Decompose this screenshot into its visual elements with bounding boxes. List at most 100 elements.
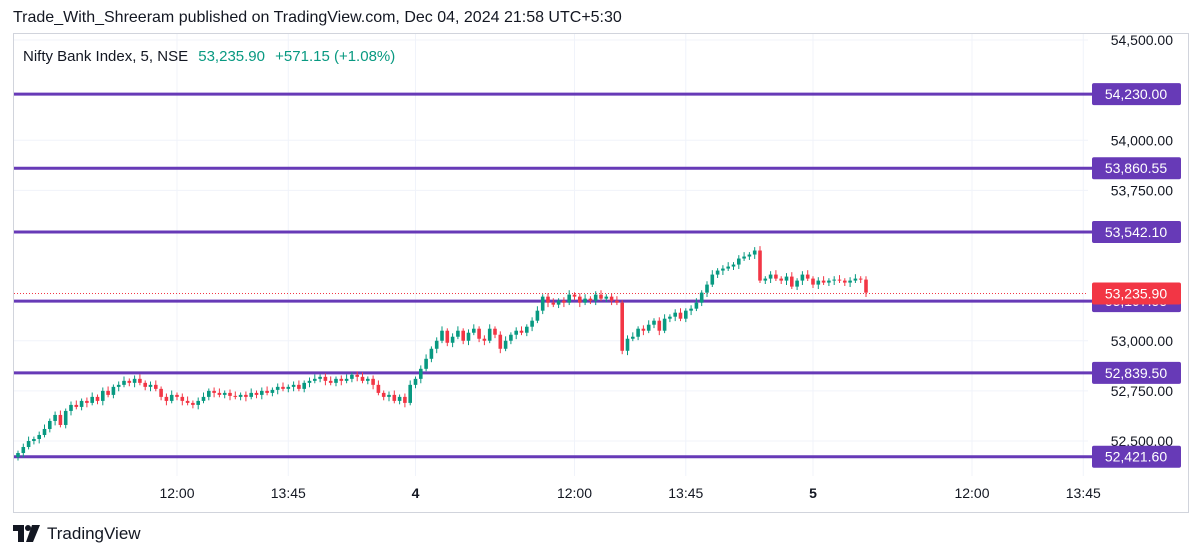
- candle-body: [58, 414, 63, 425]
- candle-body: [731, 264, 736, 267]
- candle-body: [313, 378, 317, 381]
- candle-body: [774, 274, 778, 279]
- candle-body: [556, 300, 561, 305]
- candle-body: [726, 266, 730, 269]
- candle-body: [546, 296, 550, 303]
- candle-body: [684, 310, 688, 319]
- x-tick-label: 12:00: [557, 485, 592, 501]
- x-tick-label: 12:00: [159, 485, 194, 501]
- candle-body: [207, 390, 211, 397]
- candle-body: [42, 428, 47, 435]
- candle-body: [461, 330, 465, 341]
- candle-body: [440, 330, 444, 341]
- candle-body: [853, 278, 858, 281]
- candle-body: [662, 318, 667, 331]
- candle-body: [381, 392, 386, 397]
- candle-body: [540, 296, 545, 311]
- candle-body: [487, 328, 492, 341]
- candle-body: [175, 394, 179, 397]
- candle-body: [413, 378, 418, 385]
- level-label-text: 52,839.50: [1105, 365, 1167, 381]
- candle-body: [519, 330, 524, 333]
- candle-body: [196, 400, 200, 405]
- candle-body: [334, 378, 338, 383]
- candle-body: [588, 298, 593, 301]
- candle-body: [323, 376, 328, 381]
- candle-body: [164, 396, 169, 401]
- candle-body: [572, 294, 577, 297]
- candle-body: [403, 396, 407, 403]
- tradingview-logo[interactable]: TradingView: [13, 524, 141, 544]
- candle-body: [625, 338, 630, 351]
- candles: [16, 246, 868, 461]
- candle-body: [85, 400, 89, 403]
- candle-body: [742, 256, 746, 259]
- candle-body: [710, 274, 715, 285]
- candle-body: [270, 389, 275, 393]
- published-header: Trade_With_Shreeram published on Trading…: [13, 9, 622, 26]
- last-price-label-box: [1092, 282, 1181, 305]
- candle-body: [265, 390, 269, 393]
- candle-body: [503, 340, 508, 349]
- candle-body: [254, 392, 259, 395]
- candle-body: [530, 320, 534, 327]
- level-label-box: [1092, 83, 1181, 106]
- candle-body: [101, 390, 105, 401]
- candle-body: [74, 404, 79, 407]
- candle-body: [228, 392, 232, 396]
- level-label-box: [1092, 445, 1181, 468]
- last-price: 53,235.90: [198, 48, 265, 65]
- candle-body: [419, 368, 423, 379]
- candle-body: [800, 274, 805, 281]
- candle-body: [69, 404, 73, 411]
- candle-body: [641, 328, 646, 331]
- candle-body: [646, 324, 651, 331]
- candle-body: [493, 328, 497, 335]
- candle-body: [498, 334, 503, 349]
- candle-body: [477, 328, 481, 339]
- candle-body: [843, 280, 847, 283]
- candle-body: [562, 300, 566, 303]
- candle-body: [837, 279, 842, 281]
- x-tick-label: 13:45: [1066, 485, 1101, 501]
- candle-body: [79, 400, 84, 407]
- candle-body: [551, 302, 556, 305]
- candle-body: [307, 380, 312, 383]
- candle-body: [821, 280, 826, 283]
- tradingview-logo-text: TradingView: [47, 524, 141, 543]
- y-tick-label: 53,750.00: [1111, 182, 1173, 198]
- candle-body: [434, 340, 439, 349]
- level-label-text: 53,860.55: [1105, 160, 1167, 176]
- candle-body: [148, 384, 153, 387]
- candle-body: [864, 279, 868, 293]
- candle-body: [429, 348, 434, 359]
- level-label-text: 52,421.60: [1105, 449, 1167, 465]
- candle-body: [456, 330, 460, 337]
- candle-body: [191, 402, 195, 405]
- y-tick-label: 53,000.00: [1111, 333, 1173, 349]
- candle-body: [281, 386, 285, 389]
- candle-body: [482, 338, 487, 341]
- candle-body: [535, 310, 540, 321]
- candle-body: [16, 453, 20, 458]
- candle-body: [286, 386, 291, 389]
- candle-body: [106, 390, 110, 395]
- x-tick-label: 4: [412, 485, 420, 501]
- candle-body: [366, 378, 370, 381]
- candle-body: [689, 308, 693, 311]
- level-label-text: 54,230.00: [1105, 86, 1167, 102]
- candle-body: [424, 358, 428, 369]
- candle-body: [525, 326, 529, 333]
- candle-body: [678, 312, 683, 319]
- level-label-box: [1092, 221, 1181, 244]
- x-tick-label: 13:45: [668, 485, 703, 501]
- candle-body: [169, 394, 174, 401]
- candle-body: [32, 438, 36, 441]
- candle-body: [90, 396, 94, 403]
- candle-body: [297, 384, 301, 389]
- candle-body: [143, 382, 147, 387]
- candle-body: [509, 334, 513, 341]
- candle-body: [212, 390, 216, 393]
- candle-body: [805, 274, 810, 279]
